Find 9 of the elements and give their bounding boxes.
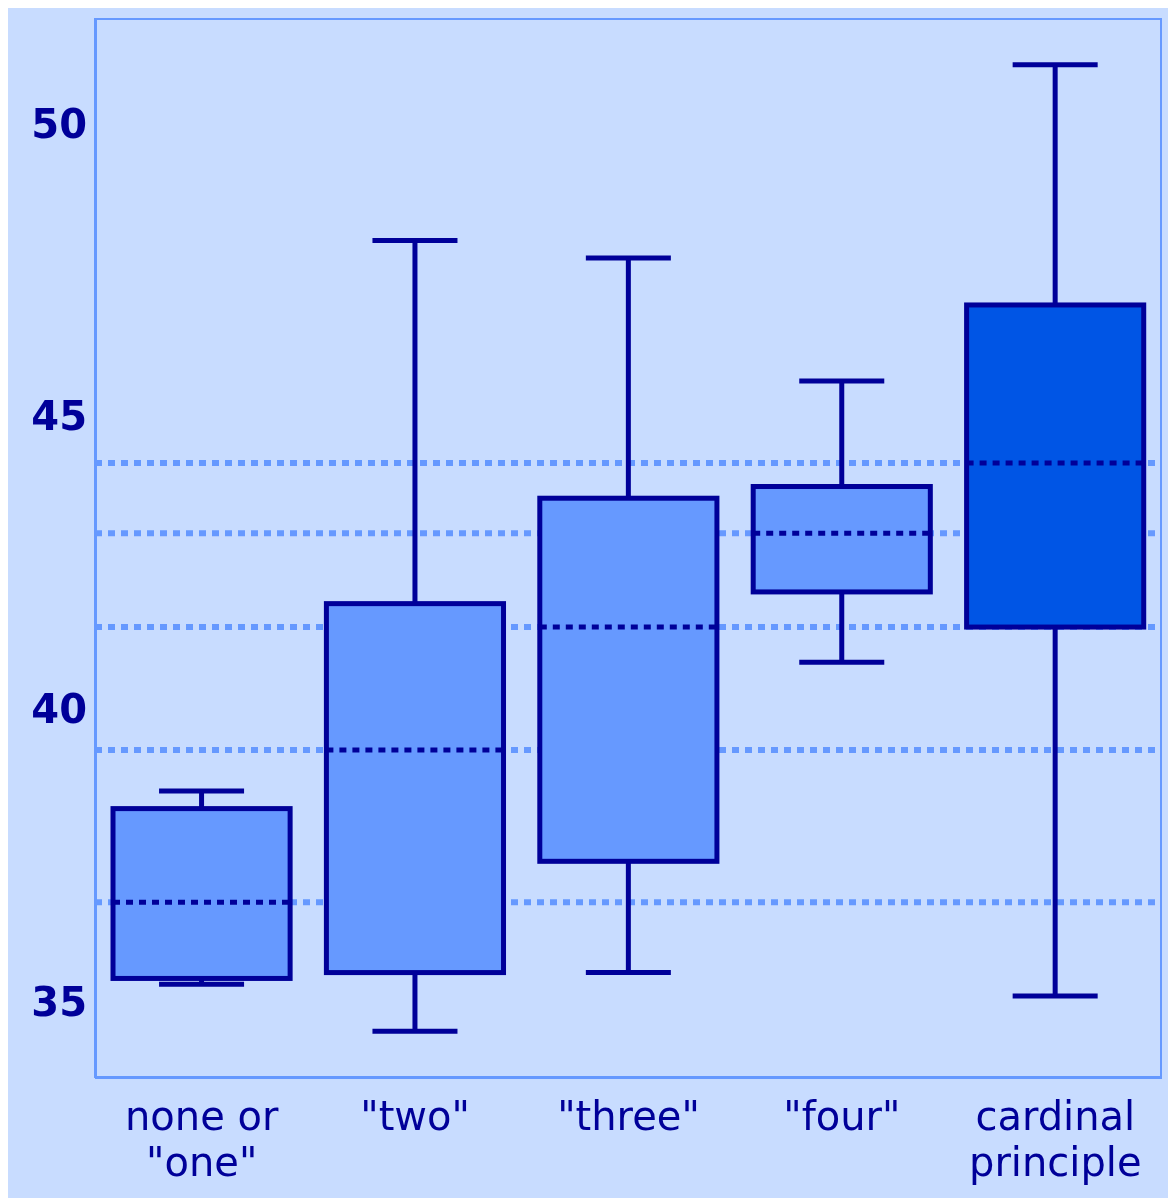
x-tick-label: "three" [557,1093,700,1139]
y-tick-label: 40 [31,686,87,733]
x-tick-label: none or "one" [124,1093,279,1185]
x-tick-label: "two" [360,1093,470,1139]
x-tick-label: "four" [783,1093,901,1139]
y-tick-label: 35 [31,979,87,1026]
y-tick-label: 45 [31,393,87,440]
y-tick-label: 50 [31,100,87,147]
x-tick-label: cardinal principle [969,1093,1142,1185]
